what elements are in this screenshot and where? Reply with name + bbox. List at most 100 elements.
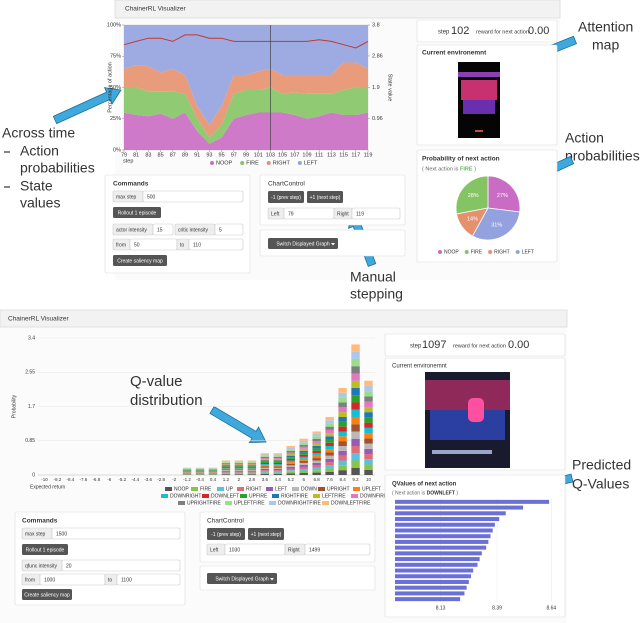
button[interactable] (268, 191, 304, 203)
bar-segment (234, 470, 244, 471)
input-box[interactable] (116, 573, 181, 586)
bar (395, 545, 487, 550)
button[interactable] (22, 589, 72, 600)
bar-segment (260, 466, 270, 468)
button-label[interactable]: Rollout 1 episode (26, 547, 65, 553)
dropdown-caret[interactable] (331, 243, 335, 246)
input-value[interactable]: 5 (219, 227, 222, 233)
bar-segment (325, 458, 334, 463)
bar-segment (260, 454, 270, 456)
input-value[interactable]: 119 (356, 211, 364, 217)
input-box[interactable] (152, 223, 174, 236)
legend-label: DOWNFIRE (360, 493, 388, 499)
input-value[interactable]: 50 (134, 242, 140, 248)
legend-swatch (165, 487, 172, 491)
input-box[interactable] (214, 223, 244, 236)
button-label[interactable]: Rollout 1 episode (118, 210, 157, 216)
x-tick-label: 95 (219, 152, 225, 158)
x-tick-label: 6 (302, 477, 305, 482)
button[interactable] (207, 573, 277, 584)
bar-segment (286, 460, 295, 463)
x-tick-label: 2.8 (249, 477, 256, 482)
bar-segment (260, 455, 270, 457)
button-label[interactable]: Create saliency map (24, 592, 70, 598)
bar-segment (325, 468, 334, 472)
top-header (114, 0, 561, 19)
button[interactable] (22, 544, 68, 555)
bar-segment (325, 416, 334, 421)
button-label[interactable]: -1 (prev step) (271, 195, 301, 201)
x-tick-label: 93 (206, 152, 212, 158)
bar-segment (338, 412, 347, 417)
pie-slice (487, 175, 521, 213)
input-box[interactable] (304, 543, 371, 556)
input-box[interactable] (51, 527, 181, 540)
input-box[interactable] (351, 207, 401, 220)
legend-swatch (225, 501, 232, 505)
input-value[interactable]: 1499 (309, 547, 320, 553)
input-value[interactable]: 15 (157, 227, 163, 233)
button[interactable] (268, 238, 338, 249)
input-value[interactable]: 1500 (56, 531, 67, 537)
x-tick-label: 8.39 (492, 605, 502, 611)
y-tick-label: 0.85 (25, 438, 35, 444)
bar-segment (299, 450, 308, 453)
button[interactable] (307, 191, 343, 203)
bar-segment (234, 474, 244, 475)
input-box[interactable] (142, 190, 244, 203)
bar-segment (247, 466, 257, 468)
y2-tick-label: 2.86 (372, 53, 383, 59)
annotation: values (20, 195, 60, 211)
bar-segment (273, 454, 283, 456)
bar-segment (286, 455, 295, 458)
bar-segment (351, 424, 360, 432)
input-value[interactable]: 1030 (229, 547, 240, 553)
button-label[interactable]: +1 (next step) (251, 532, 282, 538)
annotation: Across time (2, 125, 75, 141)
bar-segment (312, 467, 321, 471)
button-label[interactable]: Switch Displayed Graph (215, 576, 269, 582)
input-value[interactable]: 20 (66, 563, 72, 569)
button-label[interactable]: Create saliency map (117, 258, 163, 264)
input-box[interactable] (61, 559, 181, 572)
button[interactable] (113, 207, 161, 218)
bar-segment (364, 454, 373, 460)
legend-label: UPRIGHT (327, 486, 350, 492)
x-tick-label: -2.8 (157, 477, 165, 482)
input-box[interactable] (188, 238, 244, 251)
bar-segment (338, 460, 347, 466)
legend-swatch (240, 161, 245, 165)
bar-segment (312, 458, 321, 461)
button[interactable] (207, 528, 245, 540)
bar-segment (299, 438, 308, 441)
input-label: qfunc intensity (25, 563, 57, 569)
legend-label: DOWNRIGHTFIRE (278, 500, 321, 506)
annotation-arrow (52, 87, 122, 125)
bar-segment (273, 461, 283, 463)
bar-segment (325, 455, 334, 459)
bar-segment (351, 344, 360, 352)
x-tick-label: 107 (290, 152, 299, 158)
button[interactable] (248, 528, 284, 540)
status-value: 0.00 (528, 25, 549, 37)
bar-segment (247, 463, 257, 465)
button-label[interactable]: +1 (next step) (310, 195, 341, 201)
bar-segment (260, 456, 270, 459)
input-value[interactable]: 1000 (44, 577, 55, 583)
dropdown-caret[interactable] (270, 578, 274, 581)
input-value[interactable]: 1100 (121, 577, 132, 583)
input-value[interactable]: 79 (288, 211, 294, 217)
button-label[interactable]: -1 (prev step) (211, 532, 241, 538)
input-value[interactable]: 500 (147, 194, 156, 200)
bar-segment (221, 468, 231, 470)
button[interactable] (113, 255, 167, 266)
bar-segment (286, 452, 295, 455)
input-value[interactable]: 110 (193, 242, 201, 248)
bar-segment (273, 455, 283, 457)
legend-swatch (210, 161, 214, 165)
input-label: to (108, 577, 112, 583)
bar-segment (234, 463, 244, 465)
bar-segment (221, 462, 231, 464)
env-band (425, 380, 510, 410)
button-label[interactable]: Switch Displayed Graph (276, 241, 330, 247)
